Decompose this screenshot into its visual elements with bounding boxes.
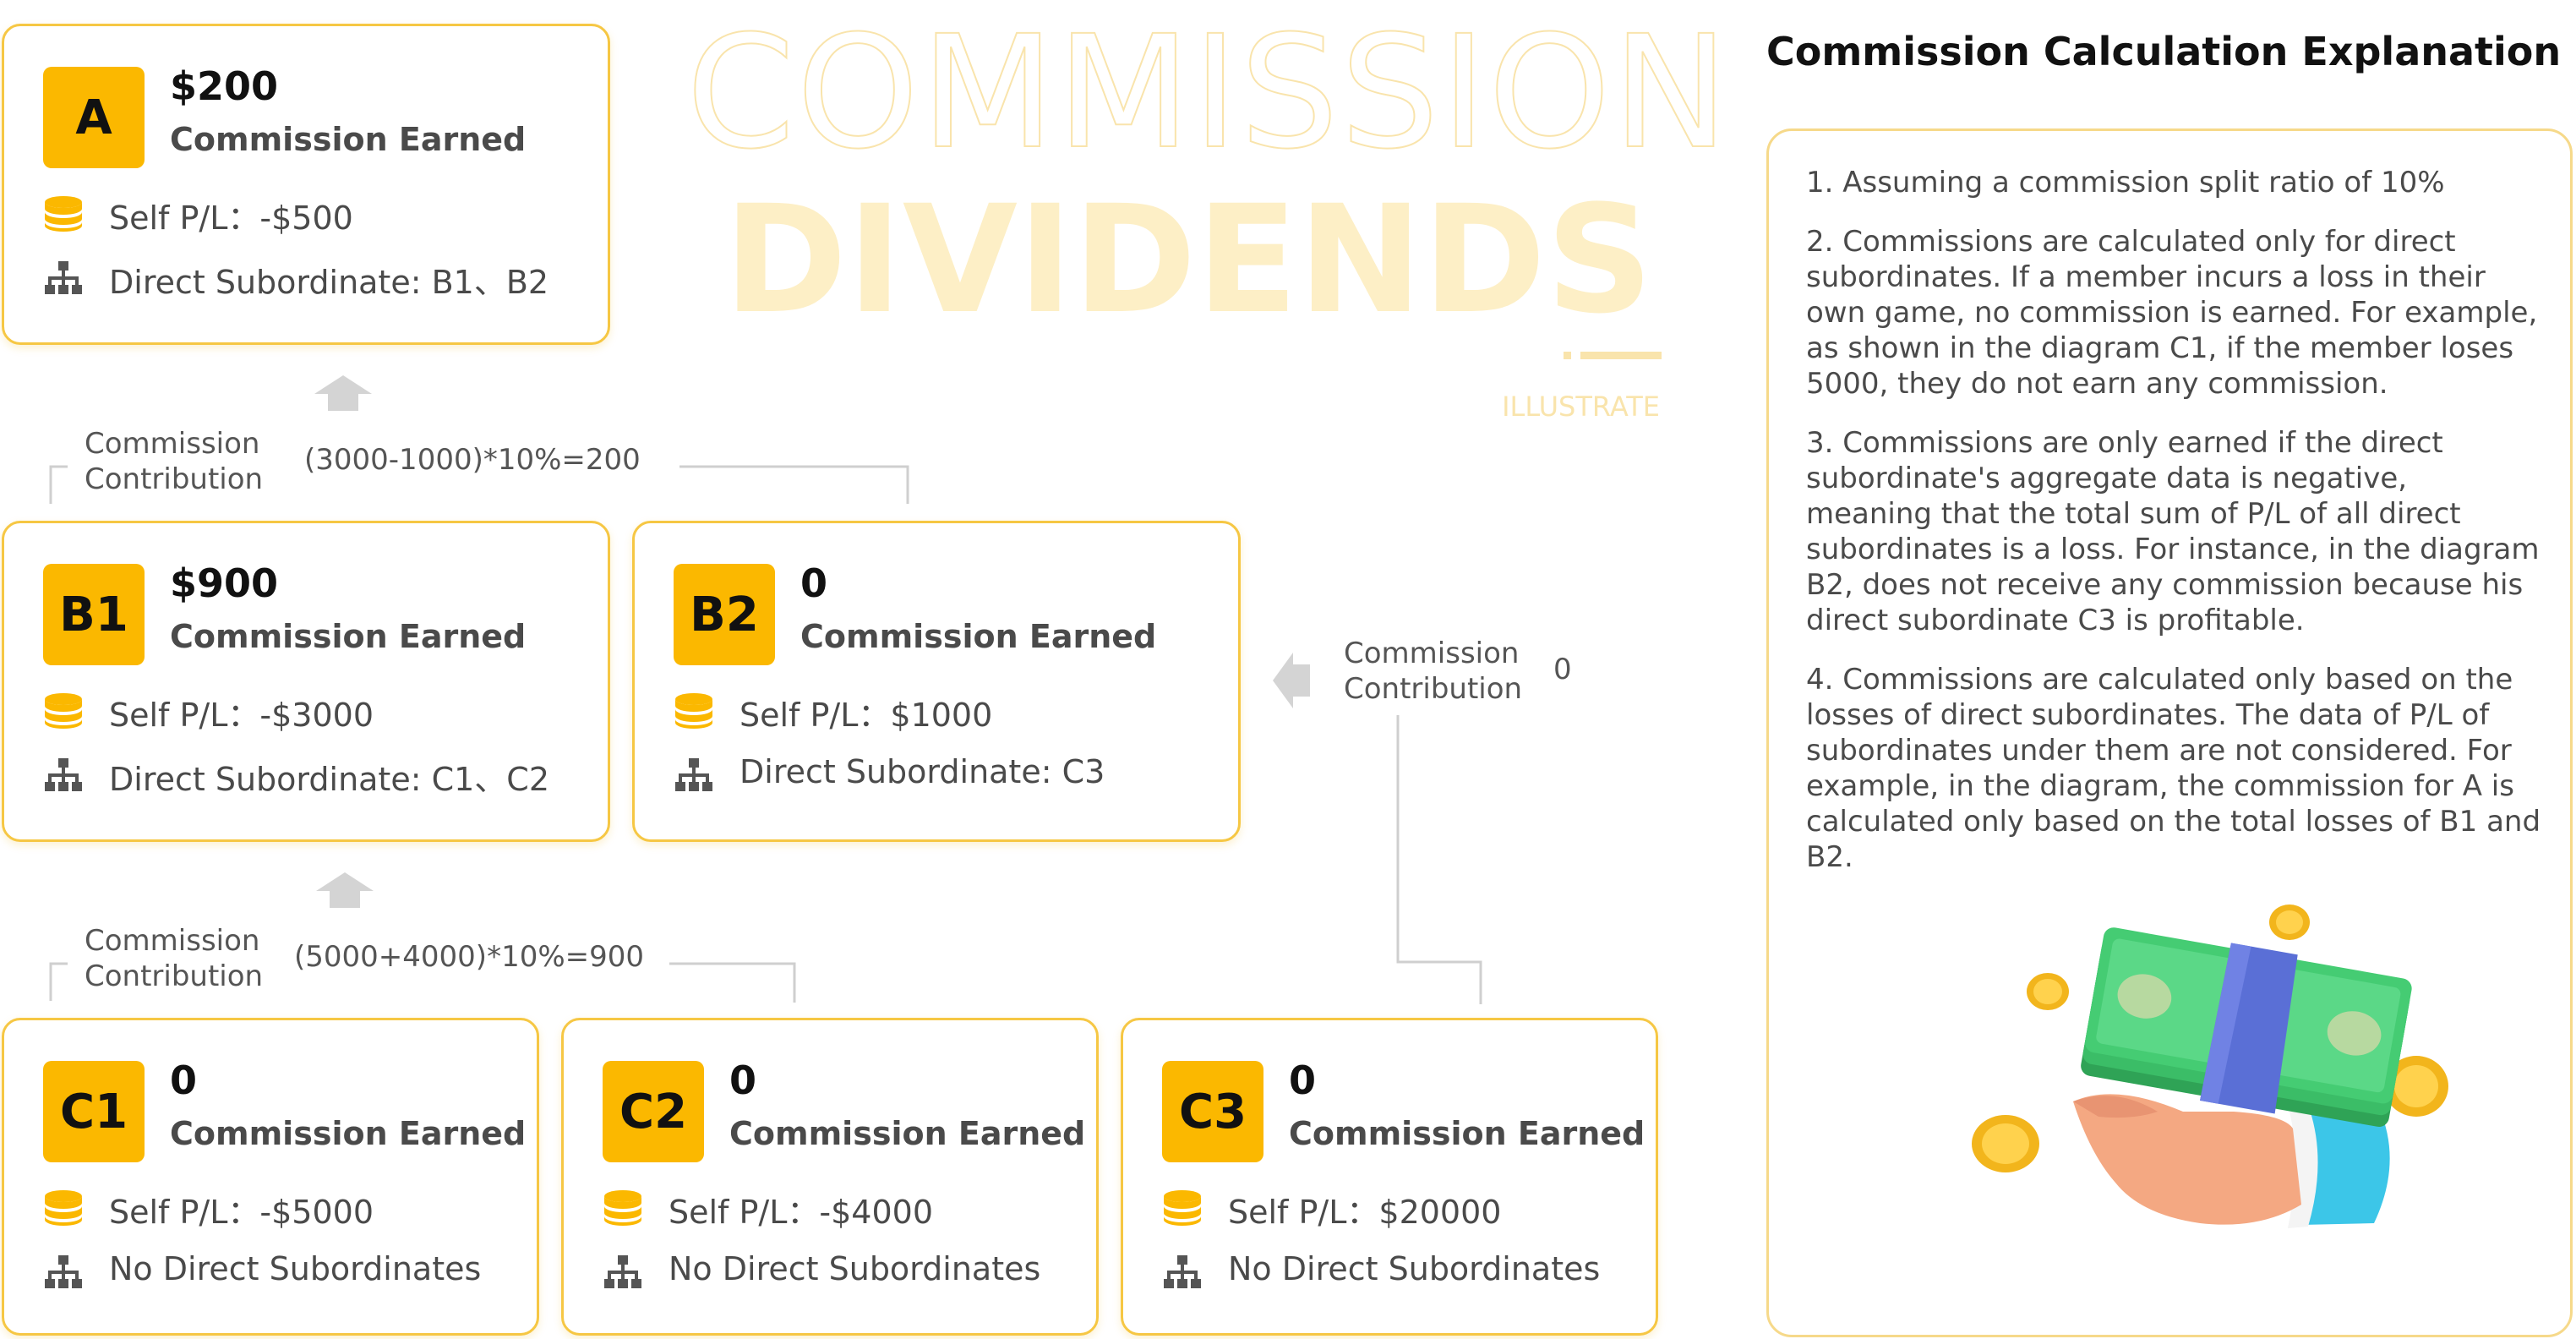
member-badge: C1 — [43, 1061, 145, 1162]
self-pl-text: Self P/L：$1000 — [740, 697, 993, 734]
coin-stack-icon — [604, 1190, 641, 1226]
connector-c1-left — [49, 962, 68, 1001]
subordinates-text: Direct Subordinate: B1、B2 — [109, 264, 549, 301]
connector-c2-right — [669, 962, 796, 1003]
title-divider — [1564, 352, 1662, 359]
member-badge: C2 — [603, 1061, 704, 1162]
coin-stack-icon — [45, 196, 82, 232]
hierarchy-icon — [604, 1255, 641, 1288]
member-badge: B2 — [674, 564, 775, 665]
coin-stack-icon — [45, 1190, 82, 1226]
connector-b1-left — [49, 465, 68, 504]
commission-amount: 0 — [170, 1058, 198, 1103]
contribution-label-c3: Commission Contribution — [1344, 637, 1523, 706]
hierarchy-icon — [45, 261, 82, 294]
subordinates-text: Direct Subordinate: C3 — [740, 753, 1105, 790]
commission-earned-label: Commission Earned — [800, 618, 1157, 655]
member-card-c1: C1 0 Commission Earned Self P/L：-$5000 N… — [2, 1018, 539, 1336]
hierarchy-icon — [675, 758, 712, 791]
contribution-label-b: Commission Contribution — [85, 427, 264, 496]
member-card-a: A $200 Commission Earned Self P/L：-$500 … — [2, 24, 610, 345]
commission-amount: $900 — [170, 560, 279, 606]
member-card-c3: C3 0 Commission Earned Self P/L：$20000 N… — [1121, 1018, 1658, 1336]
self-pl-text: Self P/L：$20000 — [1228, 1194, 1502, 1231]
explanation-title: Commission Calculation Explanation — [1766, 29, 2562, 74]
contribution-formula-a: (3000-1000)*10%=200 — [304, 443, 641, 477]
commission-amount: 0 — [729, 1058, 757, 1103]
subordinates-text: No Direct Subordinates — [109, 1250, 482, 1287]
hierarchy-icon — [45, 1255, 82, 1288]
title-illustrate: ILLUSTRATE — [1502, 391, 1660, 423]
explanation-point-2: 2. Commissions are calculated only for d… — [1806, 225, 2538, 401]
subordinates-text: Direct Subordinate: C1、C2 — [109, 761, 550, 798]
member-badge: A — [43, 67, 145, 168]
explanation-point-1: 1. Assuming a commission split ratio of … — [1806, 166, 2445, 199]
member-card-c2: C2 0 Commission Earned Self P/L：-$4000 N… — [561, 1018, 1099, 1336]
commission-amount: $200 — [170, 63, 279, 109]
explanation-text: 1. Assuming a commission split ratio of … — [1806, 165, 2541, 899]
commission-earned-label: Commission Earned — [170, 121, 527, 158]
arrow-up-icon — [316, 872, 374, 908]
self-pl-text: Self P/L：-$5000 — [109, 1194, 374, 1231]
coin-icon — [1972, 1115, 2039, 1172]
explanation-point-3: 3. Commissions are only earned if the di… — [1806, 426, 2540, 637]
arrow-up-icon — [314, 375, 372, 411]
member-card-b1: B1 $900 Commission Earned Self P/L：-$300… — [2, 521, 610, 842]
commission-amount: 0 — [800, 560, 828, 606]
self-pl-text: Self P/L：-$500 — [109, 199, 353, 237]
coin-icon — [2384, 1056, 2448, 1117]
contribution-label-c: Commission Contribution — [85, 924, 264, 993]
title-dividends: DIVIDENDS — [723, 173, 1653, 347]
member-badge: C3 — [1162, 1061, 1263, 1162]
contribution-value-b2: 0 — [1553, 653, 1572, 686]
connector-b2-right — [679, 465, 909, 504]
contribution-formula-b1: (5000+4000)*10%=900 — [294, 940, 645, 974]
member-badge: B1 — [43, 564, 145, 665]
coin-stack-icon — [675, 693, 712, 729]
self-pl-text: Self P/L：-$3000 — [109, 697, 374, 734]
commission-earned-label: Commission Earned — [1289, 1115, 1645, 1152]
coin-stack-icon — [45, 693, 82, 729]
connector-c3-b2 — [1396, 715, 1482, 1004]
commission-earned-label: Commission Earned — [170, 618, 527, 655]
subordinates-text: No Direct Subordinates — [669, 1250, 1041, 1287]
hierarchy-icon — [45, 758, 82, 791]
commission-amount: 0 — [1289, 1058, 1317, 1103]
self-pl-text: Self P/L：-$4000 — [669, 1194, 933, 1231]
hierarchy-icon — [1164, 1255, 1201, 1288]
coin-icon — [2027, 973, 2069, 1010]
explanation-panel: 1. Assuming a commission split ratio of … — [1766, 128, 2573, 1337]
coin-icon — [2269, 905, 2310, 940]
title-commission: COMMISSION — [685, 3, 1731, 183]
commission-earned-label: Commission Earned — [729, 1115, 1086, 1152]
connector-layer — [49, 465, 1482, 1004]
money-hand-illustration — [1972, 905, 2448, 1228]
explanation-point-4: 4. Commissions are calculated only based… — [1806, 663, 2541, 874]
member-card-b2: B2 0 Commission Earned Self P/L：$1000 Di… — [632, 521, 1241, 842]
subordinates-text: No Direct Subordinates — [1228, 1250, 1601, 1287]
coin-stack-icon — [1164, 1190, 1201, 1226]
commission-earned-label: Commission Earned — [170, 1115, 527, 1152]
arrow-left-icon — [1273, 653, 1310, 708]
